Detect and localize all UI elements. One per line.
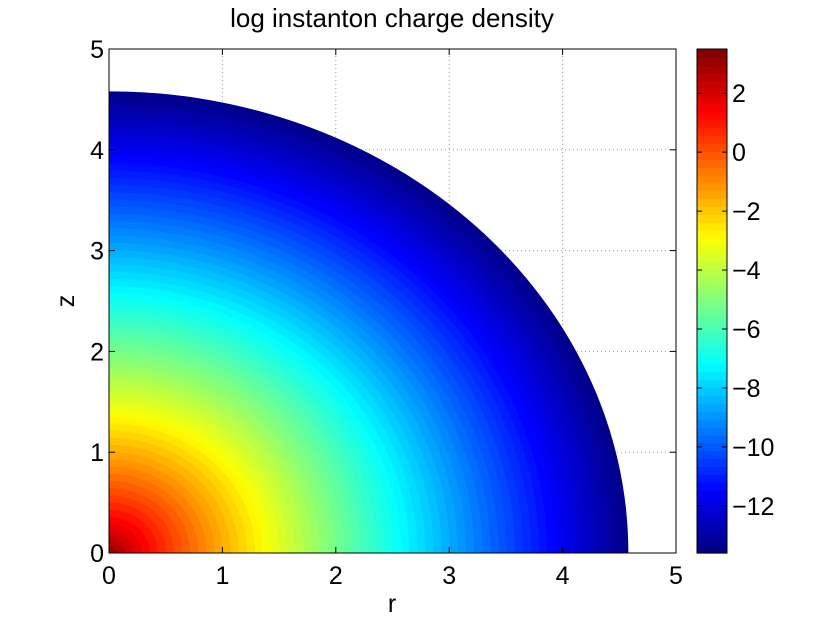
colorbar-swatch xyxy=(697,332,727,341)
colorbar-swatch xyxy=(697,222,727,231)
colorbar-tick-label: −4 xyxy=(732,257,761,285)
y-tick-labels: 0 1 2 3 4 5 xyxy=(90,36,104,568)
colorbar-swatch xyxy=(697,364,727,373)
colorbar-swatch xyxy=(697,308,727,318)
colorbar-swatch xyxy=(697,348,727,357)
colorbar-swatch xyxy=(697,182,727,192)
colorbar-swatch xyxy=(697,356,727,365)
colorbar-swatch xyxy=(697,442,727,452)
x-tick-labels: 0 1 2 3 4 5 xyxy=(102,562,683,590)
colorbar-swatch xyxy=(697,198,727,208)
colorbar-swatch xyxy=(697,545,727,554)
colorbar xyxy=(697,49,727,554)
colorbar-swatch xyxy=(697,521,727,530)
colorbar-swatch xyxy=(697,482,727,491)
chart-title: log instanton charge density xyxy=(230,3,554,33)
colorbar-swatch xyxy=(697,316,727,326)
colorbar-swatch xyxy=(697,427,727,436)
colorbar-swatch xyxy=(697,403,727,412)
colorbar-swatch xyxy=(697,269,727,278)
colorbar-swatch xyxy=(697,72,727,82)
colorbar-swatch xyxy=(697,261,727,271)
colorbar-frame xyxy=(696,48,728,554)
colorbar-swatch xyxy=(697,411,727,420)
colorbar-swatch xyxy=(697,537,727,546)
colorbar-swatch xyxy=(697,387,727,397)
colorbar-swatch xyxy=(697,230,727,239)
x-tick-label: 1 xyxy=(215,562,229,590)
colorbar-swatch xyxy=(697,127,727,137)
colorbar-swatch xyxy=(697,96,727,105)
colorbar-tick-label: −12 xyxy=(732,493,774,521)
colorbar-swatch xyxy=(697,214,727,223)
colorbar-swatch xyxy=(697,104,727,113)
colorbar-swatch xyxy=(697,206,727,215)
colorbar-swatch xyxy=(697,340,727,349)
colorbar-swatch xyxy=(697,143,727,152)
colorbar-swatch xyxy=(697,119,727,129)
colorbar-swatch xyxy=(697,371,727,381)
y-axis-label: z xyxy=(52,295,80,308)
colorbar-swatch xyxy=(697,277,727,286)
axis-ticks xyxy=(108,48,677,554)
x-tick-label: 2 xyxy=(329,562,343,590)
colorbar-tick-label: −10 xyxy=(732,434,774,462)
colorbar-swatch xyxy=(697,151,727,160)
x-tick-label: 5 xyxy=(669,562,683,590)
colorbar-swatch xyxy=(697,285,727,294)
colorbar-tick-label: −8 xyxy=(732,375,761,403)
colorbar-swatch xyxy=(697,490,727,499)
colorbar-swatch xyxy=(697,450,727,460)
colorbar-swatch xyxy=(697,135,727,145)
colorbar-tick-label: −2 xyxy=(732,198,761,226)
colorbar-swatch xyxy=(697,301,727,310)
colorbar-tick-label: 2 xyxy=(732,80,746,108)
colorbar-swatch xyxy=(697,112,727,121)
y-tick-label: 0 xyxy=(90,540,104,568)
colorbar-swatch xyxy=(697,175,727,184)
colorbar-swatch xyxy=(697,64,727,74)
contour-band xyxy=(109,545,118,553)
colorbar-swatch xyxy=(697,529,727,538)
y-tick-label: 2 xyxy=(90,338,104,366)
colorbar-swatch xyxy=(697,379,727,389)
colorbar-swatch xyxy=(697,293,727,302)
colorbar-swatch xyxy=(697,159,727,168)
x-tick-label: 0 xyxy=(102,562,116,590)
colorbar-swatch xyxy=(697,190,727,200)
y-tick-label: 4 xyxy=(90,137,104,165)
colorbar-swatch xyxy=(697,458,727,467)
colorbar-ticks xyxy=(697,92,727,507)
contour-bands xyxy=(109,91,629,553)
plot-frame xyxy=(108,48,677,554)
colorbar-tick-label: 0 xyxy=(732,139,746,167)
colorbar-swatch xyxy=(697,474,727,483)
x-axis-label: r xyxy=(388,590,396,618)
colorbar-swatch xyxy=(697,80,727,89)
colorbar-swatch xyxy=(697,167,727,176)
colorbar-swatch xyxy=(697,419,727,428)
colorbar-swatch xyxy=(697,238,727,247)
colorbar-swatch xyxy=(697,434,727,444)
colorbar-swatch xyxy=(697,49,727,58)
colorbar-swatch xyxy=(697,395,727,404)
colorbar-swatch xyxy=(697,497,727,507)
colorbar-swatch xyxy=(697,56,727,66)
colorbar-swatch xyxy=(697,253,727,263)
colorbar-swatch xyxy=(697,88,727,97)
colorbar-swatch xyxy=(697,245,727,255)
y-tick-label: 3 xyxy=(90,238,104,266)
colorbar-tick-labels: 2 0 −2 −4 −6 −8 −10 −12 xyxy=(732,80,774,521)
y-tick-label: 5 xyxy=(90,36,104,64)
colorbar-swatch xyxy=(697,513,727,523)
colorbar-swatch xyxy=(697,324,727,334)
colorbar-swatch xyxy=(697,505,727,515)
colorbar-swatch xyxy=(697,466,727,475)
colorbar-tick-label: −6 xyxy=(732,316,761,344)
y-tick-label: 1 xyxy=(90,439,104,467)
x-tick-label: 3 xyxy=(442,562,456,590)
x-tick-label: 4 xyxy=(556,562,570,590)
